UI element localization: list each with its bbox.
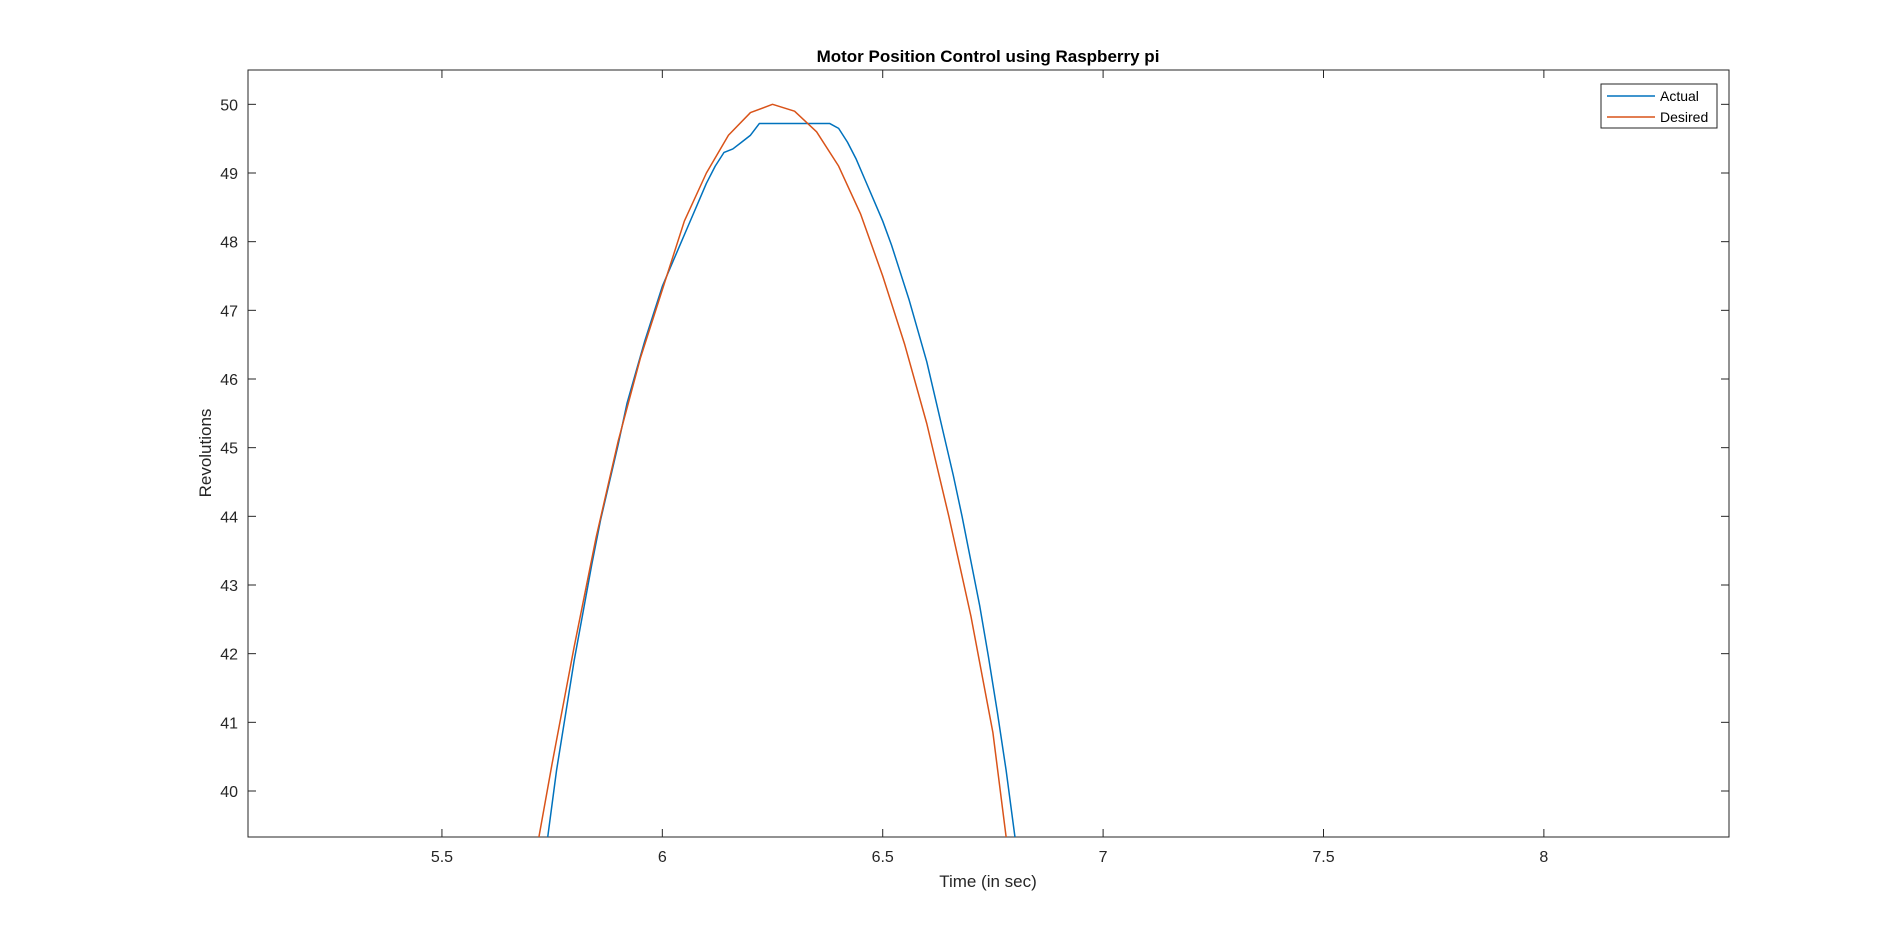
x-axis-label: Time (in sec) <box>939 872 1037 891</box>
y-axis-label: Revolutions <box>196 409 215 498</box>
legend-box <box>1600 83 1718 129</box>
series-line-desired <box>538 103 1007 837</box>
y-tick-label: 40 <box>220 784 238 801</box>
x-tick-label: 7.5 <box>1312 849 1334 866</box>
y-tick-label: 45 <box>220 441 238 458</box>
legend-label-actual: Actual <box>1660 88 1699 104</box>
x-tick-label: 6.5 <box>872 849 894 866</box>
y-tick-label: 43 <box>220 578 238 595</box>
y-tick-label: 44 <box>220 509 238 526</box>
chart-title: Motor Position Control using Raspberry p… <box>817 47 1160 66</box>
legend: Actual Desired <box>1600 83 1718 129</box>
y-tick-label: 47 <box>220 303 238 320</box>
y-tick-label: 41 <box>220 715 238 732</box>
x-tick-label: 5.5 <box>431 849 453 866</box>
plot-area <box>247 69 1730 838</box>
legend-label-desired: Desired <box>1660 109 1708 125</box>
series-layer <box>538 103 1016 837</box>
y-tick-label: 46 <box>220 372 238 389</box>
y-tick-label: 48 <box>220 235 238 252</box>
y-tick-label: 50 <box>220 97 238 114</box>
x-axis: 5.5 6 6.5 7 7.5 8 <box>431 70 1548 866</box>
x-tick-label: 6 <box>658 849 667 866</box>
x-tick-label: 7 <box>1099 849 1108 866</box>
x-tick-label: 8 <box>1539 849 1548 866</box>
y-tick-label: 42 <box>220 647 238 664</box>
y-tick-label: 49 <box>220 166 238 183</box>
y-axis: 40 41 42 43 44 45 46 47 48 49 50 <box>220 97 1729 801</box>
